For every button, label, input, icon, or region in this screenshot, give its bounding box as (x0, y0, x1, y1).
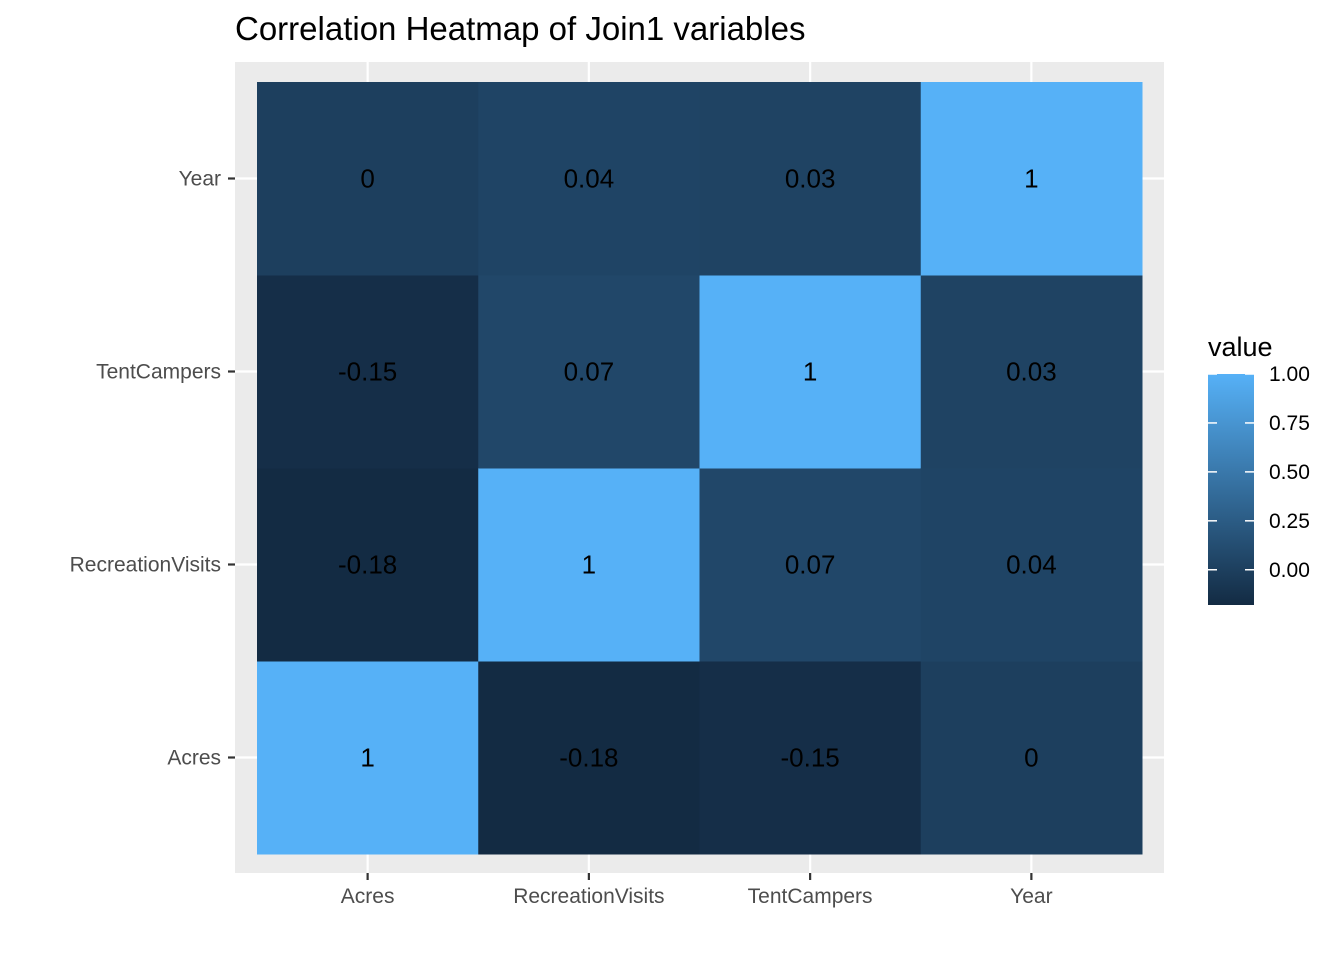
heatmap-cell (257, 275, 479, 469)
x-tick-label: TentCampers (748, 885, 873, 908)
heatmap-cell (257, 661, 479, 855)
cell-value-label: 0.04 (564, 164, 615, 194)
heatmap-cell (478, 661, 700, 855)
heatmap-cell (699, 275, 922, 469)
x-tick-label: Acres (341, 885, 395, 908)
heatmap-cell (920, 275, 1143, 469)
x-tick-label: RecreationVisits (513, 885, 664, 908)
heatmap-cell (257, 82, 479, 276)
cell-value-label: 0.03 (785, 164, 836, 194)
y-tick-label: Year (179, 168, 221, 191)
cell-labels: 1 -0.18 -0.15 0 -0.18 1 0.07 0.04 -0.15 0.07 1 0.03… (338, 164, 1057, 773)
legend-tick-label: 0.00 (1269, 559, 1310, 582)
legend-tick-label: 0.25 (1269, 510, 1310, 533)
heatmap-cell (920, 661, 1143, 855)
y-axis: Acres RecreationVisits TentCampers Year (70, 168, 235, 770)
heatmap-cells (257, 82, 1143, 855)
cell-value-label: 0.07 (564, 357, 615, 387)
cell-value-label: -0.18 (559, 743, 618, 773)
cell-value-label: 1 (582, 550, 596, 580)
legend: value 1.00 0.75 0.50 0.25 0.00 (1208, 332, 1310, 605)
x-tick-label: Year (1010, 885, 1052, 908)
x-axis: Acres RecreationVisits TentCampers Year (341, 873, 1053, 908)
legend-tick-label: 1.00 (1269, 363, 1310, 386)
cell-value-label: -0.15 (780, 743, 839, 773)
legend-tick-label: 0.75 (1269, 412, 1310, 435)
heatmap-cell (699, 82, 922, 276)
heatmap-cell (699, 661, 922, 855)
heatmap-cell (920, 468, 1143, 662)
heatmap-cell (920, 82, 1143, 276)
legend-ticks: 1.00 0.75 0.50 0.25 0.00 (1208, 363, 1310, 582)
legend-tick-label: 0.50 (1269, 461, 1310, 484)
heatmap-cell (257, 468, 479, 662)
cell-value-label: 1 (1024, 164, 1038, 194)
cell-value-label: 1 (360, 743, 374, 773)
y-tick-label: Acres (167, 747, 221, 770)
heatmap-cell (478, 468, 700, 662)
cell-value-label: 0.04 (1006, 550, 1057, 580)
heatmap-cell (699, 468, 922, 662)
legend-title: value (1208, 332, 1273, 362)
legend-colorbar (1208, 374, 1254, 605)
cell-value-label: -0.18 (338, 550, 397, 580)
chart-title: Correlation Heatmap of Join1 variables (235, 10, 806, 47)
cell-value-label: 0 (1024, 743, 1038, 773)
cell-value-label: 1 (803, 357, 817, 387)
cell-value-label: 0 (360, 164, 374, 194)
heatmap-cell (478, 82, 700, 276)
heatmap-cell (478, 275, 700, 469)
y-tick-label: RecreationVisits (70, 554, 221, 577)
y-tick-label: TentCampers (96, 361, 221, 384)
cell-value-label: 0.07 (785, 550, 836, 580)
cell-value-label: -0.15 (338, 357, 397, 387)
cell-value-label: 0.03 (1006, 357, 1057, 387)
